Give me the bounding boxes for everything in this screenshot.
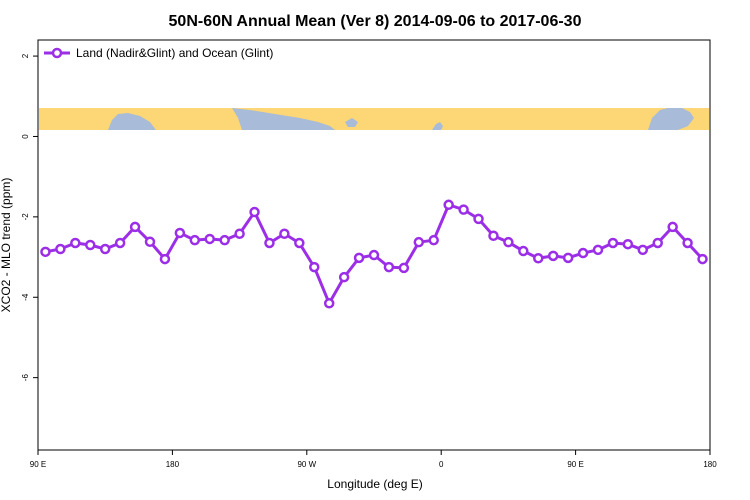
data-point [234, 228, 245, 239]
data-point [294, 237, 305, 249]
data-point [592, 244, 604, 256]
data-point [398, 262, 410, 274]
data-point [473, 213, 484, 225]
data-point [189, 234, 201, 246]
x-tick-label: 90 E [30, 460, 46, 469]
data-point [70, 237, 81, 249]
data-point [488, 230, 499, 242]
y-tick-label: 2 [21, 53, 30, 58]
map-band-land [232, 108, 335, 130]
map-band [39, 108, 709, 130]
data-point [309, 261, 320, 273]
x-tick-label: 180 [166, 460, 180, 469]
map-band-land [345, 118, 358, 127]
data-point [249, 206, 260, 218]
map-band-land [648, 108, 694, 130]
data-point [159, 253, 171, 265]
x-tick-label: 90 W [297, 460, 316, 469]
data-point [144, 236, 156, 248]
chart-title: 50N-60N Annual Mean (Ver 8) 2014-09-06 t… [169, 13, 582, 30]
data-point [204, 233, 215, 245]
data-point [622, 238, 634, 250]
data-point [55, 243, 66, 255]
data-point [428, 234, 439, 246]
y-axis: 2 0 -2 -4 -6 [21, 53, 38, 381]
data-point [264, 237, 275, 249]
x-tick-label: 90 E [567, 460, 583, 469]
data-point [562, 252, 574, 264]
y-tick-label: -2 [21, 213, 30, 221]
legend-marker [51, 47, 63, 59]
y-axis-label: XCO2 - MLO trend (ppm) [0, 178, 13, 313]
map-band-land [136, 122, 152, 130]
data-point [518, 245, 529, 257]
data-point [667, 221, 678, 233]
y-tick-label: -6 [21, 374, 30, 382]
data-point [129, 221, 141, 233]
data-point [547, 250, 559, 262]
data-point [533, 253, 544, 264]
data-point [279, 228, 290, 239]
data-point [443, 199, 454, 211]
data-point [458, 204, 469, 215]
data-point [338, 271, 350, 283]
data-point [682, 237, 693, 249]
map-band-ocean [39, 108, 709, 130]
data-point [697, 253, 708, 265]
y-tick-label: 0 [21, 134, 30, 139]
data-point [219, 234, 230, 246]
data-point [413, 236, 425, 248]
data-point [383, 261, 395, 273]
legend-label: Land (Nadir&Glint) and Ocean (Glint) [76, 46, 273, 60]
data-point [652, 237, 663, 249]
x-tick-label: 0 [439, 460, 444, 469]
data-point [368, 249, 380, 261]
series-group [40, 199, 708, 309]
data-point [99, 243, 111, 255]
data-point [577, 247, 589, 259]
data-point [607, 237, 619, 249]
x-axis-label: Longitude (deg E) [327, 477, 422, 491]
map-band-land [432, 122, 443, 130]
data-point [323, 298, 335, 309]
legend: Land (Nadir&Glint) and Ocean (Glint) [44, 46, 273, 60]
data-point [174, 227, 186, 239]
data-point [503, 236, 514, 248]
plot-area [37, 39, 711, 451]
data-point [40, 246, 51, 258]
x-tick-label: 180 [703, 460, 717, 469]
y-tick-label: -4 [21, 293, 30, 301]
data-point [85, 239, 96, 251]
data-point [637, 244, 649, 256]
data-point [353, 252, 365, 264]
x-axis: 90 E 180 90 W 0 90 E 180 [30, 450, 717, 469]
data-point [114, 237, 126, 249]
